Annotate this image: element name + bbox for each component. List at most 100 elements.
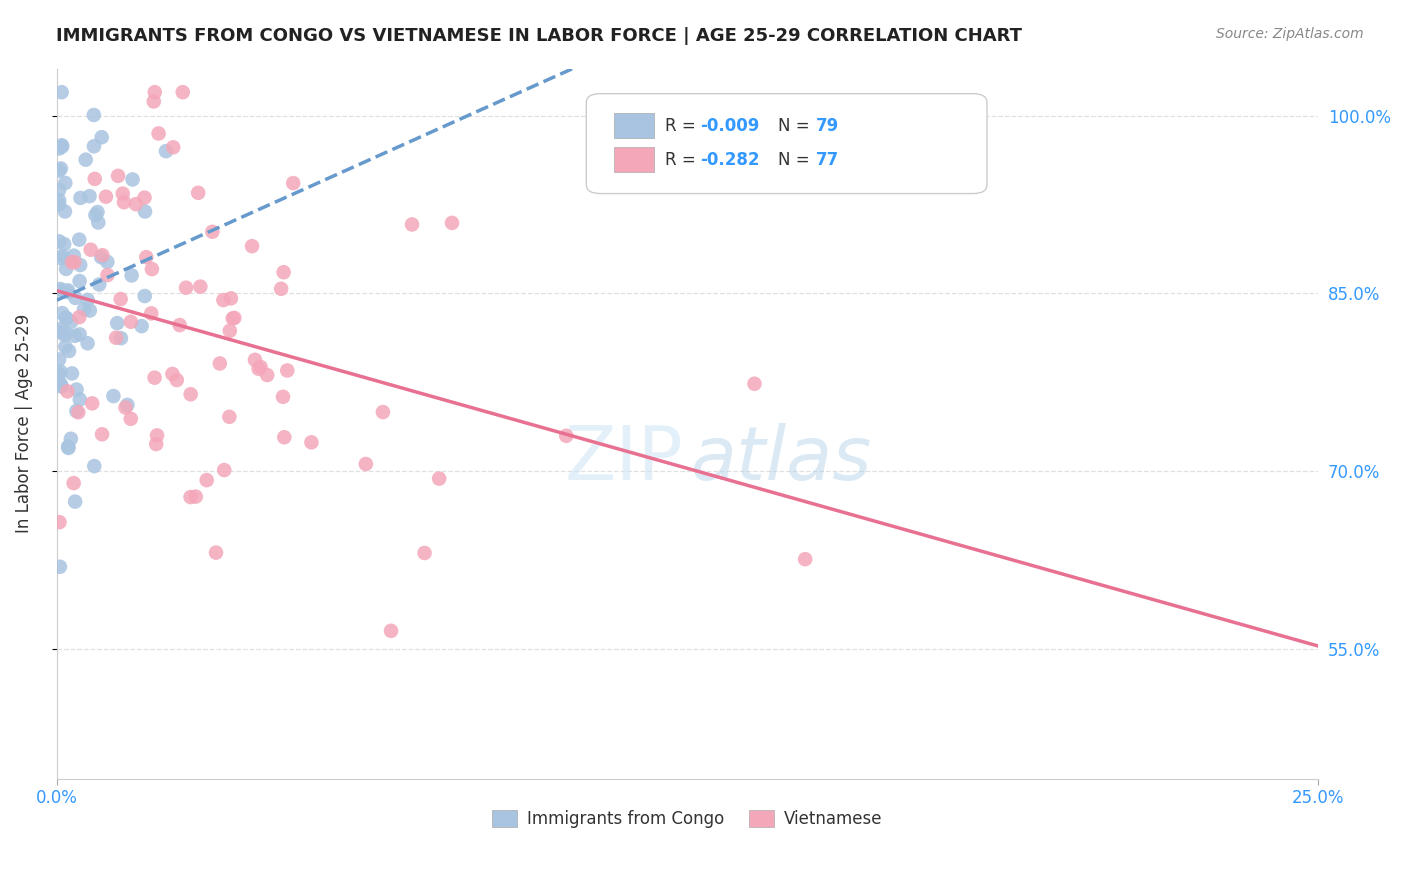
Point <box>172 85 194 99</box>
Point <box>48 197 70 211</box>
Point <box>135 250 157 264</box>
Point <box>212 293 235 307</box>
Point <box>105 331 128 345</box>
Text: 79: 79 <box>815 117 839 135</box>
Point <box>75 153 97 167</box>
Point <box>59 432 82 446</box>
Point <box>65 404 87 418</box>
Point <box>188 279 211 293</box>
Text: R =: R = <box>665 151 702 169</box>
Point <box>56 384 79 399</box>
Point <box>224 310 246 325</box>
Point <box>187 186 209 200</box>
Point <box>371 405 394 419</box>
Point <box>141 306 163 320</box>
Point <box>63 494 86 508</box>
Point <box>67 233 90 247</box>
Point <box>166 373 188 387</box>
Point <box>48 141 70 155</box>
Point <box>76 336 98 351</box>
Point <box>83 139 105 153</box>
Point <box>48 163 70 178</box>
Point <box>143 370 166 384</box>
Point <box>208 356 231 370</box>
Point <box>103 389 125 403</box>
Point <box>53 176 76 190</box>
Point <box>48 376 70 390</box>
Point <box>162 140 184 154</box>
Point <box>94 189 117 203</box>
Point <box>69 191 91 205</box>
Point <box>48 515 70 529</box>
Point <box>247 361 270 376</box>
Point <box>84 208 107 222</box>
Point <box>283 176 305 190</box>
Point <box>218 324 240 338</box>
Point <box>51 252 73 266</box>
Point <box>96 268 118 282</box>
Point <box>201 225 224 239</box>
Point <box>276 363 298 377</box>
Point <box>65 383 87 397</box>
Point <box>49 377 72 392</box>
Point <box>148 127 170 141</box>
Point <box>48 193 70 207</box>
Text: -0.009: -0.009 <box>700 117 759 135</box>
Point <box>55 311 77 326</box>
Point <box>87 215 110 229</box>
Point <box>76 293 98 307</box>
Point <box>105 316 128 330</box>
Point <box>555 429 578 443</box>
Point <box>180 490 202 504</box>
Point <box>83 459 105 474</box>
Point <box>79 303 101 318</box>
Point <box>56 285 79 299</box>
Legend: Immigrants from Congo, Vietnamese: Immigrants from Congo, Vietnamese <box>485 803 890 835</box>
Point <box>63 255 86 269</box>
Point <box>111 186 134 201</box>
Point <box>195 473 218 487</box>
Point <box>299 435 322 450</box>
Point <box>48 352 70 367</box>
Point <box>55 310 77 325</box>
Point <box>69 258 91 272</box>
Point <box>55 326 77 340</box>
Point <box>96 255 118 269</box>
Point <box>413 546 436 560</box>
Point <box>212 463 235 477</box>
Point <box>53 204 76 219</box>
Point <box>51 379 73 393</box>
Point <box>243 352 266 367</box>
Point <box>169 318 191 332</box>
Point <box>51 138 73 153</box>
Point <box>48 325 70 339</box>
Point <box>48 183 70 197</box>
Point <box>69 327 91 342</box>
Point <box>51 306 73 320</box>
Point <box>110 331 132 345</box>
Point <box>354 457 377 471</box>
Point <box>401 218 423 232</box>
Point <box>146 428 169 442</box>
Point <box>80 243 103 257</box>
Y-axis label: In Labor Force | Age 25-29: In Labor Force | Age 25-29 <box>15 314 32 533</box>
Point <box>90 130 112 145</box>
Point <box>120 315 142 329</box>
Point <box>120 411 142 425</box>
Point <box>86 205 108 219</box>
Text: Source: ZipAtlas.com: Source: ZipAtlas.com <box>1216 27 1364 41</box>
Point <box>56 440 79 454</box>
Point <box>117 398 139 412</box>
Point <box>218 409 240 424</box>
Point <box>55 261 77 276</box>
Point <box>83 108 105 122</box>
Point <box>271 390 294 404</box>
Point <box>222 311 245 326</box>
Point <box>49 282 72 296</box>
Point <box>53 328 76 343</box>
Point <box>256 368 278 382</box>
Text: N =: N = <box>778 151 814 169</box>
Point <box>60 367 83 381</box>
Point <box>89 277 111 292</box>
Point <box>142 95 165 109</box>
